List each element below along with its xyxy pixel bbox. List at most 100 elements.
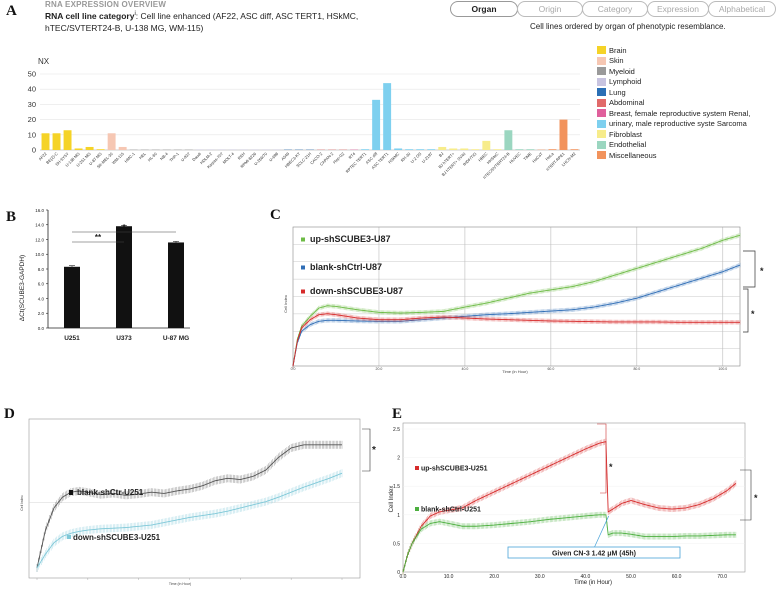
chart-a-xtick: BJ [438, 151, 445, 158]
chart-e-xtick: 30.0 [535, 574, 545, 580]
chart-a-bar [118, 146, 127, 150]
chart-a-legend-item: Brain [597, 45, 750, 56]
chart-e-xtick: 60.0 [672, 574, 682, 580]
chart-a-ytick: 0 [32, 146, 36, 155]
chart-b-xtick: U373 [116, 335, 132, 342]
chart-b-bar [64, 266, 80, 328]
chart-b-sig-label: * [122, 223, 126, 232]
chart-e-xtick: 10.0 [444, 574, 454, 580]
chart-a-xtick: RT4 [347, 151, 356, 160]
legend-swatch [597, 140, 606, 149]
tab-category[interactable]: Category [582, 1, 648, 17]
chart-e-ytick: 2 [397, 456, 400, 462]
chart-a-ytick: 20 [28, 115, 36, 124]
chart-a-ytick: 30 [28, 100, 36, 109]
category-label: RNA cell line category [45, 10, 135, 21]
chart-e-ylabel: Cell Index [389, 486, 395, 513]
chart-a-bar [383, 83, 392, 150]
chart-b-ytick: 16.0 [35, 208, 44, 213]
chart-a-xtick: U-698 [268, 151, 280, 163]
chart-e-annotation-text: Given CN-3 1.42 μM (45h) [552, 551, 636, 558]
legend-label: Lung [609, 87, 626, 97]
chart-e-xtick: 40.0 [581, 574, 591, 580]
series-line [292, 264, 741, 367]
chart-a-xtick: AF22 [37, 151, 48, 162]
chart-a-xtick: TIME [522, 151, 533, 162]
chart-e-ytick: 2.5 [393, 427, 400, 433]
chart-a-xtick: U-2197 [421, 151, 434, 164]
chart-d-sig-label: * [372, 445, 376, 456]
category-text: : Cell line enhanced (AF22, ASC diff, AS… [135, 10, 359, 21]
series-line [36, 444, 342, 569]
legend-label: Skin [609, 56, 624, 66]
chart-c-xtick: 80.0 [633, 367, 640, 371]
chart-a-xtick: HSkMC [387, 151, 400, 164]
chart-d-legend-marker [67, 535, 71, 539]
chart-b-bar [168, 242, 184, 328]
chart-a-xtick: U-937 [180, 151, 192, 163]
chart-a-bars [41, 83, 579, 150]
chart-b-ytick: 2.0 [38, 311, 45, 316]
chart-d: blank-shCtr-U251 down-shSCUBE3-U251 * Tim… [20, 418, 376, 586]
chart-a-bar [63, 130, 72, 150]
legend-label: Myeloid [609, 66, 635, 76]
chart-a-bar [394, 148, 403, 150]
chart-b-ylabel: ΔCt(SCUBE3-GAPDH) [19, 255, 26, 321]
chart-e-legend-label: up-shSCUBE3-U251 [421, 466, 488, 473]
chart-a-bar [85, 146, 94, 150]
chart-b-ytick: 14.0 [35, 223, 44, 228]
chart-a-xtick: HUVEC [508, 151, 522, 165]
chart-e-xlabel: Time (in Hour) [574, 580, 612, 586]
chart-c-xtick: 60.0 [547, 367, 554, 371]
panel-c-letter: C [270, 207, 281, 223]
chart-a-xtick: HL-60 [147, 151, 159, 163]
tab-organ[interactable]: Organ [450, 1, 518, 17]
chart-c-xtick: 40.0 [462, 367, 469, 371]
panel-d-letter: D [4, 406, 15, 422]
tab-alphabetical[interactable]: Alphabetical [708, 1, 776, 17]
chart-a-xtick: HMC-1 [123, 151, 136, 164]
chart-a-ytick: 10 [28, 130, 36, 139]
series-line [402, 441, 737, 573]
series-blank-shCtrl-U251 [402, 511, 737, 575]
chart-d-legend: blank-shCtr-U251 down-shSCUBE3-U251 [67, 488, 161, 542]
rna-overview-label: RNA EXPRESSION OVERVIEW [45, 0, 167, 9]
chart-a-legend-item: Miscellaneous [597, 150, 750, 161]
chart-c-sig-bracket [743, 250, 756, 288]
chart-e-ytick: 0.5 [393, 541, 400, 547]
chart-a-bar [405, 149, 414, 150]
chart-b: ΔCt(SCUBE3-GAPDH) 0.0 2.0 4.0 6.0 8.0 10.0 12.… [19, 208, 190, 342]
chart-a-ytick: 50 [28, 70, 36, 79]
chart-e-plotarea [402, 422, 746, 573]
tab-origin[interactable]: Origin [517, 1, 583, 17]
chart-a-bar [526, 149, 535, 150]
chart-b-xtick: U-87 MG [163, 335, 189, 342]
chart-a-legend-item: Lymphoid [597, 77, 750, 88]
chart-d-frame [28, 418, 361, 580]
chart-c-xtick: 100.0 [718, 367, 727, 371]
chart-a-xtick: NB-4 [159, 151, 170, 162]
series-up-shSCUBE3-U251 [402, 438, 737, 575]
category-text-2: hTEC/SVTERT24-B, U-138 MG, WM-115) [45, 22, 204, 33]
sort-tabs: Organ Origin Category Expression Alphabe… [450, 1, 776, 17]
chart-a-xtick: U-2 OS [409, 151, 422, 164]
chart-a-legend-item: Endothelial [597, 140, 750, 151]
chart-c-significance: ** [743, 250, 764, 333]
chart-c-legend-marker [301, 289, 305, 294]
chart-a-xtick: A549 [280, 151, 291, 162]
chart-e-ytick: 1 [397, 513, 400, 519]
legend-label: Brain [609, 45, 627, 55]
chart-b-ytick: 4.0 [38, 296, 45, 301]
chart-e-annotation-arrow [594, 515, 610, 548]
chart-b-bar [116, 226, 132, 328]
tab-expression[interactable]: Expression [647, 1, 709, 17]
series-blank-shCtr-U251 [36, 440, 343, 572]
chart-c-sig-bracket [743, 288, 749, 333]
chart-b-ytick: 6.0 [38, 282, 45, 287]
chart-d-legend-label: down-shSCUBE3-U251 [73, 533, 161, 542]
chart-a-legend-item: urinary, male reproductive syste Sarcoma [597, 119, 750, 130]
chart-d-ylabel: Cell Index [20, 495, 24, 511]
chart-b-ytick: 12.0 [35, 237, 44, 242]
